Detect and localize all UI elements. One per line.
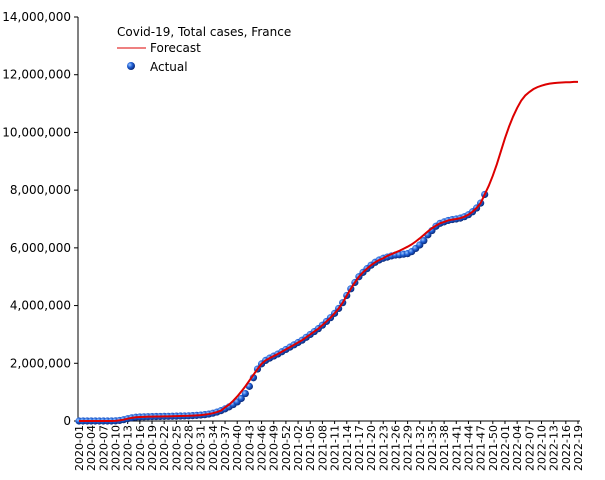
x-tick-label: 2022-04 <box>511 425 524 471</box>
x-tick-label: 2020-25 <box>170 425 183 471</box>
y-tick-label: 10,000,000 <box>2 125 71 139</box>
y-tick-label: 12,000,000 <box>2 68 71 82</box>
x-tick-label: 2020-28 <box>183 425 196 471</box>
x-tick-label: 2022-01 <box>499 425 512 471</box>
x-tick-label: 2021-35 <box>426 425 439 471</box>
x-tick-label: 2020-07 <box>97 425 110 471</box>
x-tick-label: 2021-26 <box>389 425 402 471</box>
x-tick-label: 2022-19 <box>572 425 585 471</box>
legend-label: Actual <box>150 60 188 74</box>
x-tick-label: 2021-23 <box>377 425 390 471</box>
x-tick-label: 2020-40 <box>231 425 244 471</box>
x-tick-label: 2021-47 <box>475 425 488 471</box>
x-tick-label: 2022-10 <box>535 425 548 471</box>
legend-label: Forecast <box>150 41 201 55</box>
x-tick-label: 2022-07 <box>523 425 536 471</box>
y-tick-label: 4,000,000 <box>10 299 71 313</box>
y-tick-label: 8,000,000 <box>10 183 71 197</box>
x-tick-label: 2021-32 <box>414 425 427 471</box>
y-tick-label: 6,000,000 <box>10 241 71 255</box>
y-tick-label: 2,000,000 <box>10 356 71 370</box>
legend-swatch <box>127 62 135 70</box>
x-tick-label: 2020-46 <box>256 425 269 471</box>
x-tick-label: 2020-16 <box>134 425 147 471</box>
x-tick-label: 2020-19 <box>146 425 159 471</box>
y-tick-label: 14,000,000 <box>2 10 71 24</box>
x-tick-label: 2020-34 <box>207 425 220 471</box>
actual-point <box>241 389 249 398</box>
x-tick-label: 2021-44 <box>462 425 475 471</box>
actual-point <box>420 237 428 245</box>
x-tick-label: 2020-01 <box>73 425 86 471</box>
x-tick-label: 2021-41 <box>450 425 463 471</box>
x-tick-label: 2020-43 <box>243 425 256 471</box>
x-tick-label: 2022-13 <box>548 425 561 471</box>
x-tick-label: 2022-16 <box>560 425 573 471</box>
x-tick-label: 2021-05 <box>304 425 317 471</box>
x-tick-label: 2021-08 <box>316 425 329 471</box>
y-tick-label: 0 <box>63 414 71 428</box>
x-tick-label: 2021-02 <box>292 425 305 471</box>
x-tick-label: 2021-29 <box>402 425 415 471</box>
x-tick-label: 2021-17 <box>353 425 366 471</box>
x-tick-label: 2021-14 <box>341 425 354 471</box>
x-tick-label: 2020-22 <box>158 425 171 471</box>
x-tick-label: 2020-04 <box>85 425 98 471</box>
x-tick-label: 2020-37 <box>219 425 232 471</box>
x-tick-label: 2021-50 <box>487 425 500 471</box>
legend-title: Covid-19, Total cases, France <box>117 25 291 39</box>
x-tick-label: 2020-13 <box>122 425 135 471</box>
x-tick-label: 2020-10 <box>110 425 123 471</box>
x-tick-label: 2020-49 <box>268 425 281 471</box>
x-tick-label: 2020-52 <box>280 425 293 471</box>
forecast-line <box>79 80 578 422</box>
x-tick-label: 2021-38 <box>438 425 451 471</box>
x-tick-label: 2020-31 <box>195 425 208 471</box>
x-tick-label: 2021-11 <box>329 425 342 471</box>
x-tick-label: 2021-20 <box>365 425 378 471</box>
actual-point <box>237 394 245 403</box>
